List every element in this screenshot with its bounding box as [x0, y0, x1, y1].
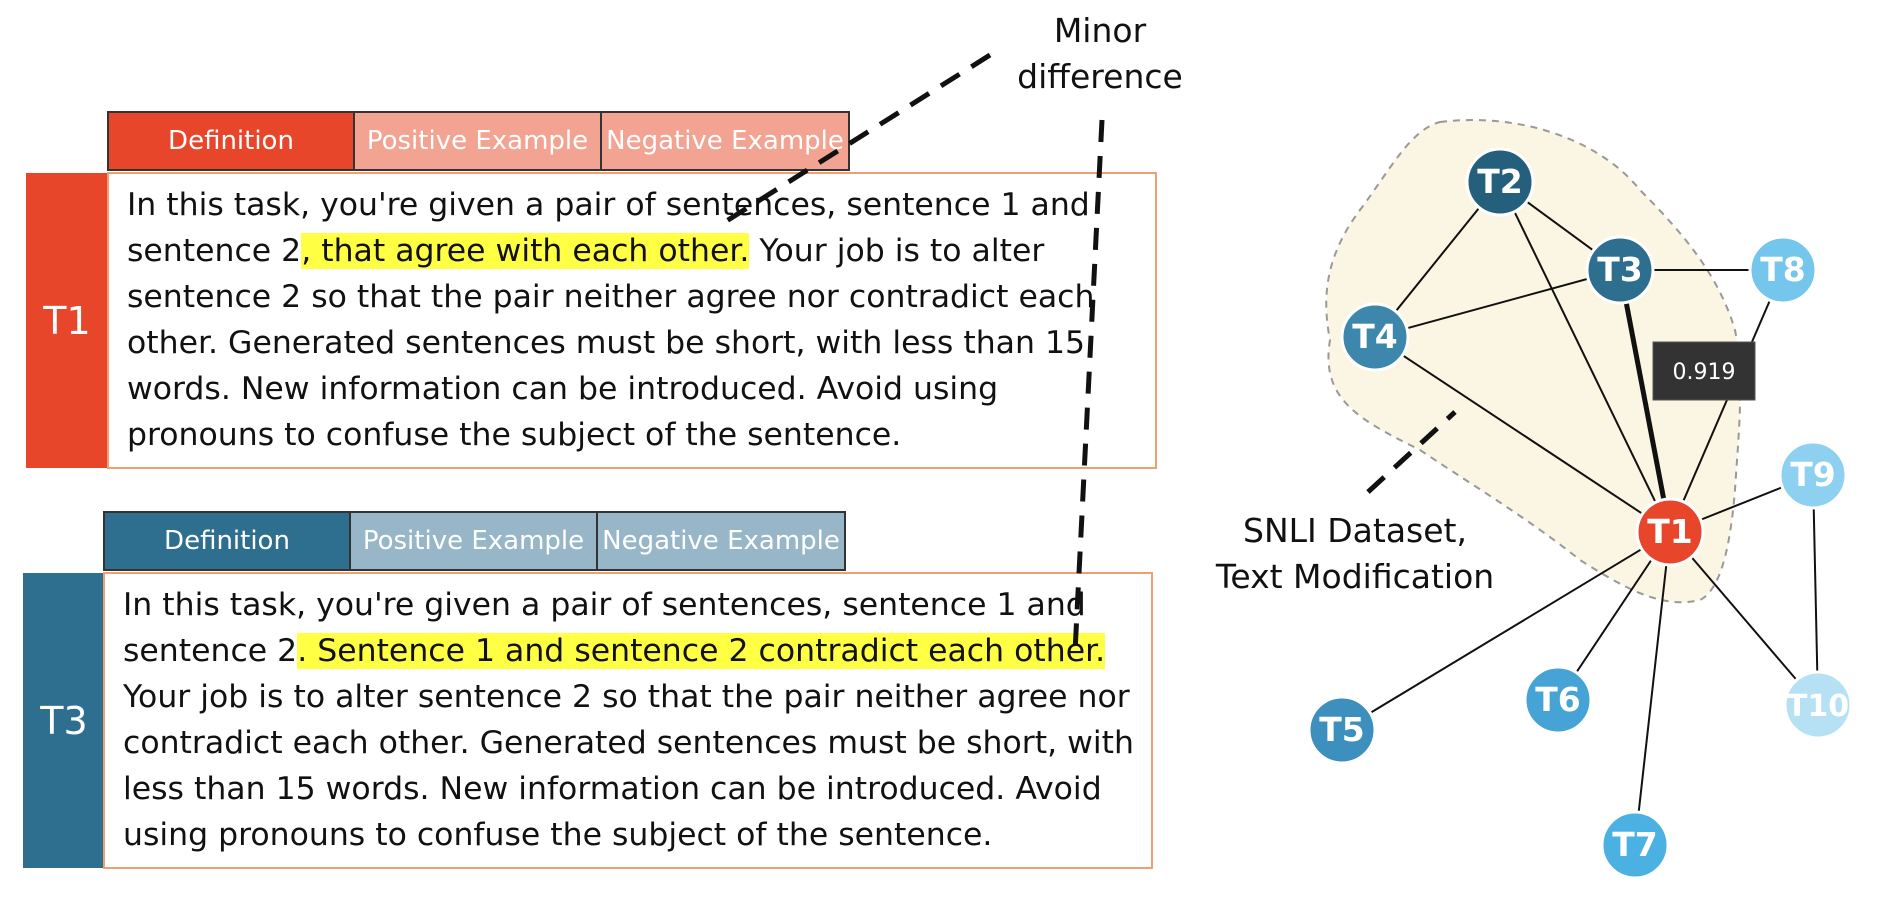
- t3-tab-positive-example[interactable]: Positive Example: [351, 511, 598, 571]
- node-t2[interactable]: T2: [1465, 147, 1535, 217]
- node-t10[interactable]: T10: [1783, 670, 1853, 740]
- minor-difference-leader-top: [723, 52, 992, 225]
- edge-t4-t1: [1374, 336, 1671, 533]
- node-label: T4: [1352, 317, 1397, 356]
- t3-definition-card: In this task, you're given a pair of sen…: [103, 572, 1153, 869]
- t1-text-before: In this task, you're given a pair of sen…: [127, 187, 1090, 269]
- node-t8[interactable]: T8: [1748, 235, 1818, 305]
- node-label: T6: [1535, 680, 1580, 719]
- node-label: T9: [1790, 455, 1835, 494]
- cluster-leader: [1366, 410, 1457, 494]
- t1-text-after: Your job is to alter sentence 2 so that …: [127, 233, 1095, 453]
- node-circle: [1465, 147, 1535, 217]
- node-label: T1: [1647, 512, 1692, 551]
- node-circle: [1635, 497, 1705, 567]
- node-circle: [1600, 810, 1670, 880]
- t3-side-label: T3: [23, 573, 105, 868]
- node-t7[interactable]: T7: [1600, 810, 1670, 880]
- t1-definition-card: In this task, you're given a pair of sen…: [107, 172, 1157, 469]
- node-circle: [1748, 235, 1818, 305]
- node-circle: [1585, 235, 1655, 305]
- node-label: T2: [1477, 162, 1522, 201]
- node-t9[interactable]: T9: [1778, 440, 1848, 510]
- t3-text-highlight: . Sentence 1 and sentence 2 contradict e…: [297, 633, 1106, 669]
- cluster-label: SNLI Dataset, Text Modification: [1215, 511, 1495, 596]
- node-circle: [1778, 440, 1848, 510]
- t1-side-label: T1: [26, 173, 108, 468]
- t3-tab-negative-example[interactable]: Negative Example: [598, 511, 846, 571]
- t3-text-after: Your job is to alter sentence 2 so that …: [123, 679, 1134, 853]
- edge-t1-t10: [1669, 531, 1819, 706]
- node-t1[interactable]: T1: [1635, 497, 1705, 567]
- node-circle: [1307, 695, 1377, 765]
- t1-tab-bar: Definition Positive Example Negative Exa…: [107, 111, 850, 171]
- t1-text-highlight: , that agree with each other.: [301, 233, 750, 269]
- t1-tab-positive-example[interactable]: Positive Example: [355, 111, 602, 171]
- t3-tab-bar: Definition Positive Example Negative Exa…: [103, 511, 846, 571]
- node-label: T10: [1787, 689, 1849, 724]
- edge-weight-badge: 0.919: [1652, 341, 1756, 401]
- t1-tab-negative-example[interactable]: Negative Example: [602, 111, 850, 171]
- node-circle: [1783, 670, 1853, 740]
- edge-t3-t4: [1374, 269, 1621, 338]
- node-circle: [1523, 665, 1593, 735]
- node-t3[interactable]: T3: [1585, 235, 1655, 305]
- edge-t2-t1: [1499, 181, 1671, 533]
- node-label: T5: [1319, 710, 1364, 749]
- node-circle: [1340, 302, 1410, 372]
- minor-difference-leader-vertical: [1072, 119, 1105, 653]
- t3-tab-definition[interactable]: Definition: [103, 511, 351, 571]
- edge-weight-label: 0.919: [1673, 360, 1736, 385]
- edge-t1-t5: [1341, 531, 1671, 731]
- node-label: T3: [1597, 250, 1642, 289]
- node-label: T7: [1612, 825, 1657, 864]
- edge-t8-t1: [1669, 269, 1784, 533]
- graph-nodes: T1 T2 T3 T4 T5 T6 T7 T8 T9 T10: [1307, 147, 1853, 880]
- node-label: T8: [1760, 250, 1805, 289]
- node-t5[interactable]: T5: [1307, 695, 1377, 765]
- edge-t3-t1: [1617, 269, 1673, 533]
- t1-tab-definition[interactable]: Definition: [107, 111, 355, 171]
- node-t4[interactable]: T4: [1340, 302, 1410, 372]
- edge-t1-t7: [1634, 531, 1671, 846]
- t3-text-before: In this task, you're given a pair of sen…: [123, 587, 1086, 669]
- minor-difference-label: Minor difference: [1017, 11, 1183, 96]
- node-t6[interactable]: T6: [1523, 665, 1593, 735]
- edge-t9-t10: [1812, 474, 1819, 706]
